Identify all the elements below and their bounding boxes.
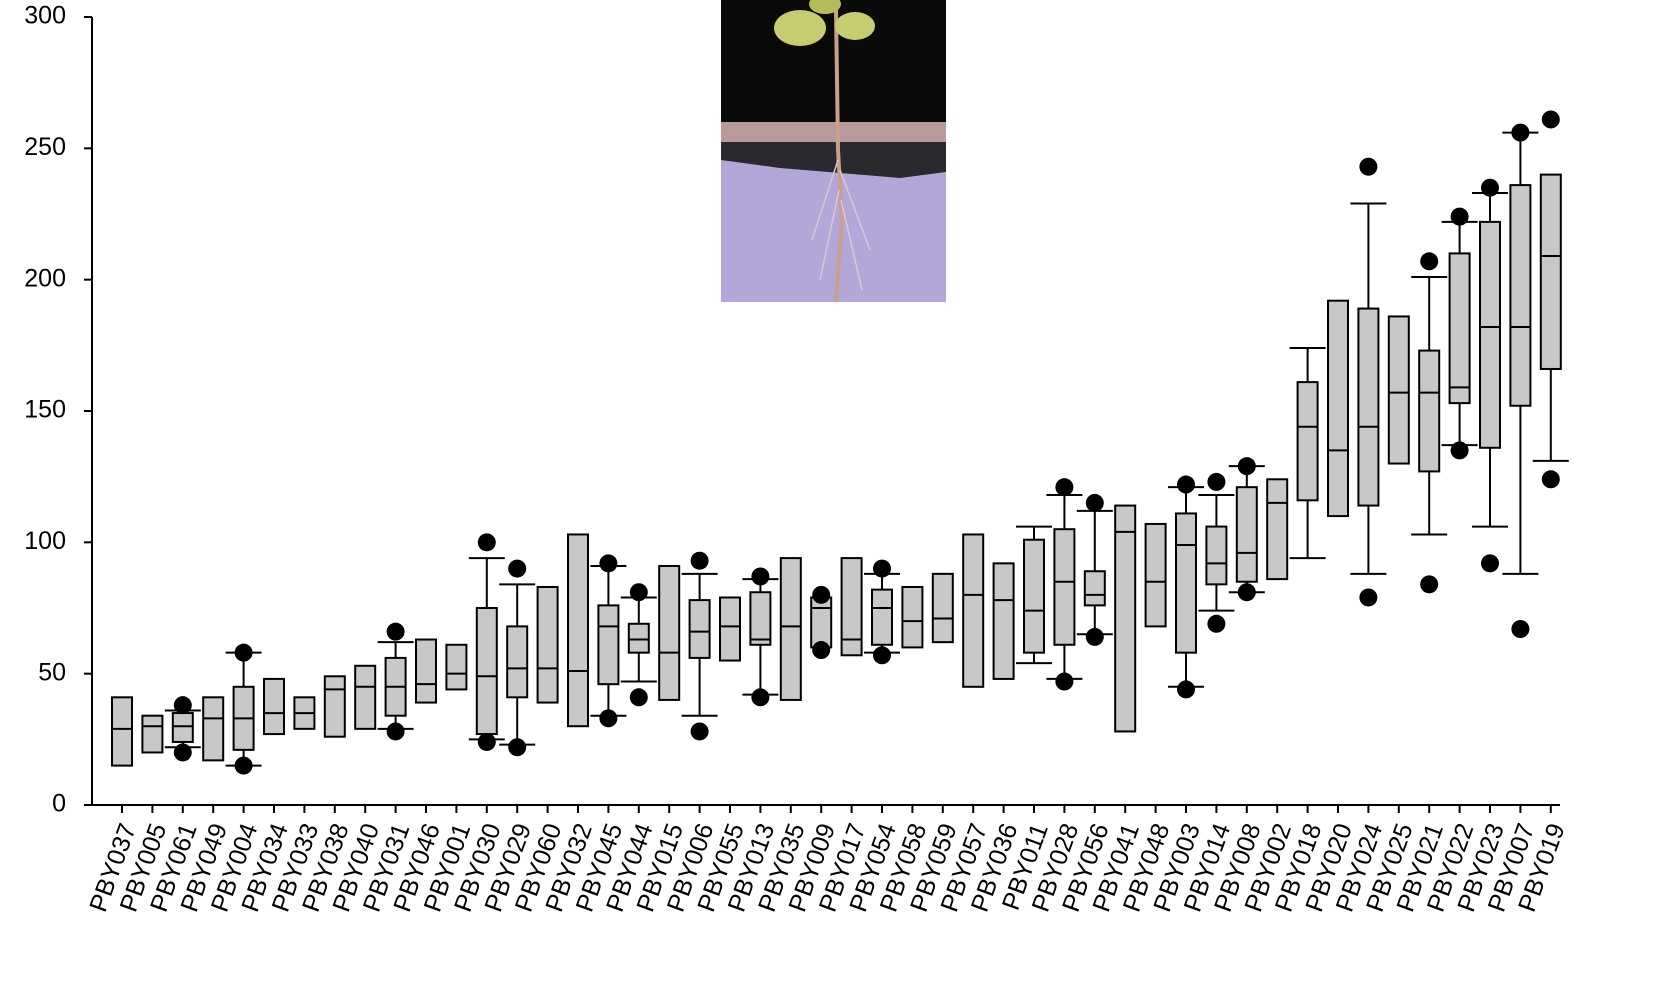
box [1450,253,1470,403]
outlier [1359,588,1377,606]
outlier [1420,252,1438,270]
box [1115,506,1135,732]
box [598,605,618,684]
y-tick-label: 300 [24,2,66,30]
outlier [1451,208,1469,226]
box [1146,524,1166,626]
outlier [1481,554,1499,572]
box [1298,382,1318,500]
box [1510,185,1530,406]
outlier [599,709,617,727]
box [659,566,679,700]
box [446,645,466,690]
outlier [599,554,617,572]
box [1480,222,1500,448]
y-tick-label: 150 [24,396,66,424]
box [142,716,162,753]
outlier [478,733,496,751]
outlier [1542,110,1560,128]
outlier [1511,620,1529,638]
box [507,626,527,697]
outlier [873,560,891,578]
outlier [630,583,648,601]
outlier [1451,441,1469,459]
y-tick-label: 250 [24,133,66,161]
outlier [1359,158,1377,176]
outlier [387,722,405,740]
box [264,679,284,734]
outlier [174,696,192,714]
outlier [1207,473,1225,491]
box [690,600,710,658]
box [720,597,740,660]
box [629,624,649,653]
outlier [1420,575,1438,593]
box [1085,571,1105,605]
box [1237,487,1257,582]
y-tick-label: 200 [24,264,66,292]
box [750,592,770,645]
outlier [508,560,526,578]
box [416,640,436,703]
box [112,697,132,765]
box [1328,301,1348,516]
box [933,574,953,642]
y-tick-label: 0 [52,790,66,818]
box [568,534,588,726]
box [1176,513,1196,652]
box [963,534,983,686]
outlier [812,586,830,604]
box [173,713,193,742]
outlier [1207,615,1225,633]
outlier [1055,478,1073,496]
outlier [1177,476,1195,494]
outlier [508,738,526,756]
outlier [235,644,253,662]
box [538,587,558,703]
box [1054,529,1074,645]
box [994,563,1014,679]
box [1206,527,1226,585]
outlier [812,641,830,659]
outlier [478,533,496,551]
y-tick-label: 100 [24,527,66,555]
box [325,676,345,736]
box [477,608,497,734]
box [1541,175,1561,369]
y-tick-label: 50 [38,658,66,686]
box [902,587,922,647]
box [811,597,831,647]
box [355,666,375,729]
chart: 050100150200250300PBY037PBY005PBY061PBY0… [0,0,1673,1008]
box [872,590,892,645]
outlier [691,552,709,570]
outlier [1086,494,1104,512]
box [1024,540,1044,653]
outlier [1177,680,1195,698]
outlier [1086,628,1104,646]
outlier [235,757,253,775]
outlier [1055,673,1073,691]
outlier [1481,179,1499,197]
outlier [1511,124,1529,142]
outlier [1542,470,1560,488]
outlier [691,722,709,740]
outlier [873,646,891,664]
box [1267,479,1287,579]
outlier [1238,457,1256,475]
box [1358,309,1378,506]
outlier [630,688,648,706]
box [1389,316,1409,463]
plant-photo [721,0,946,302]
box [203,697,223,760]
outlier [174,743,192,761]
outlier [751,688,769,706]
box [1419,351,1439,472]
box [781,558,801,700]
outlier [751,567,769,585]
outlier [1238,583,1256,601]
box [842,558,862,655]
outlier [387,623,405,641]
